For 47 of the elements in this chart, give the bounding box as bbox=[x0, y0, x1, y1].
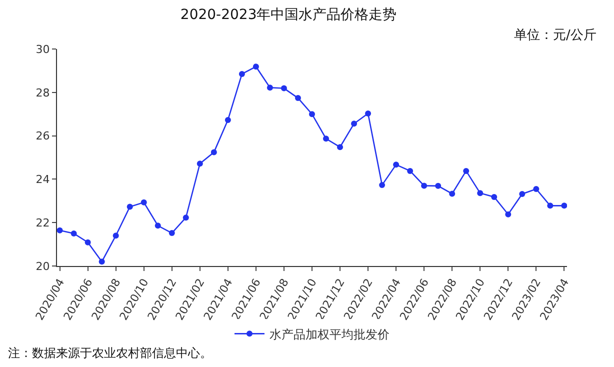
point bbox=[280, 85, 287, 92]
point bbox=[238, 70, 245, 77]
point bbox=[70, 230, 77, 236]
point bbox=[294, 95, 301, 102]
point bbox=[323, 136, 330, 142]
point bbox=[196, 160, 203, 167]
point bbox=[463, 168, 470, 174]
y-tick-label: 22 bbox=[36, 216, 50, 230]
legend-label: 水产品加权平均批发价 bbox=[270, 327, 390, 342]
point bbox=[379, 182, 386, 188]
point bbox=[407, 168, 414, 174]
point bbox=[224, 116, 231, 123]
point bbox=[84, 239, 91, 246]
y-tick-label: 20 bbox=[36, 260, 50, 273]
point bbox=[491, 194, 498, 200]
y-tick-label: 28 bbox=[36, 86, 50, 100]
point bbox=[210, 149, 217, 156]
point bbox=[561, 202, 567, 209]
point bbox=[421, 182, 428, 189]
point bbox=[547, 202, 554, 209]
text: 注：数据来源于农业农村部信息中心。 bbox=[8, 346, 212, 360]
point bbox=[365, 110, 372, 116]
point bbox=[393, 162, 400, 168]
y-tick-label: 26 bbox=[36, 130, 50, 143]
point bbox=[337, 144, 344, 150]
point bbox=[57, 227, 63, 234]
y-tick-label: 24 bbox=[36, 173, 50, 186]
point bbox=[519, 190, 526, 197]
point bbox=[126, 204, 133, 210]
point bbox=[505, 211, 512, 218]
point bbox=[154, 222, 161, 229]
point bbox=[533, 186, 540, 192]
point bbox=[182, 214, 189, 221]
point bbox=[168, 230, 175, 236]
point bbox=[140, 199, 147, 206]
point bbox=[351, 120, 358, 127]
text: 单位：元/公斤 bbox=[514, 28, 596, 43]
point bbox=[98, 258, 105, 265]
point bbox=[449, 190, 456, 197]
point bbox=[266, 84, 273, 91]
point bbox=[112, 232, 119, 239]
point bbox=[252, 64, 259, 70]
chart-title: 2020-2023年中国水产品价格走势 bbox=[180, 6, 397, 23]
point bbox=[477, 190, 484, 196]
y-tick-label: 30 bbox=[36, 42, 50, 56]
point bbox=[309, 111, 315, 118]
point bbox=[435, 182, 442, 189]
